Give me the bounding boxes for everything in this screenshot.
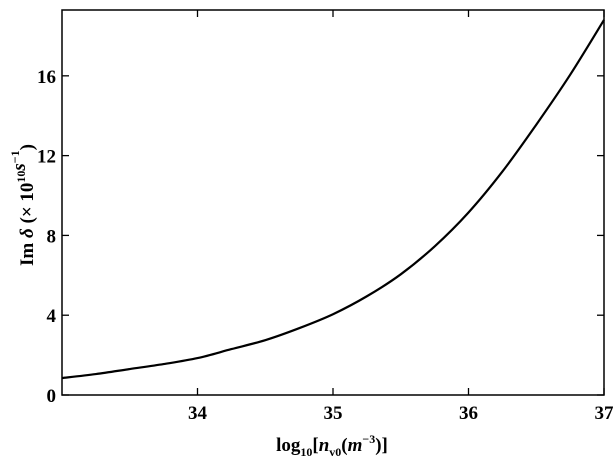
x-axis-ticks: 34 35 36 37: [188, 10, 613, 424]
y-tick-label: 16: [37, 67, 56, 88]
y-tick-label: 12: [37, 147, 56, 168]
y-tick-label: 4: [47, 306, 57, 327]
plot-area-border: [61, 9, 605, 396]
y-axis-label: Im δ (× 1010s−1): [8, 144, 38, 266]
x-tick-label: 37: [595, 403, 613, 424]
x-axis-label: log10[nv0(m−3)]: [276, 432, 388, 459]
y-tick-label: 8: [47, 226, 57, 247]
y-tick-label: 0: [47, 386, 57, 407]
series-layer: [61, 19, 605, 380]
x-tick-label: 34: [188, 403, 208, 424]
y-axis-ticks: 0 4 8 12 16: [37, 67, 604, 407]
series-line: [61, 19, 605, 380]
x-tick-label: 35: [324, 403, 343, 424]
x-tick-label: 36: [459, 403, 478, 424]
plot-frame: [61, 9, 605, 396]
